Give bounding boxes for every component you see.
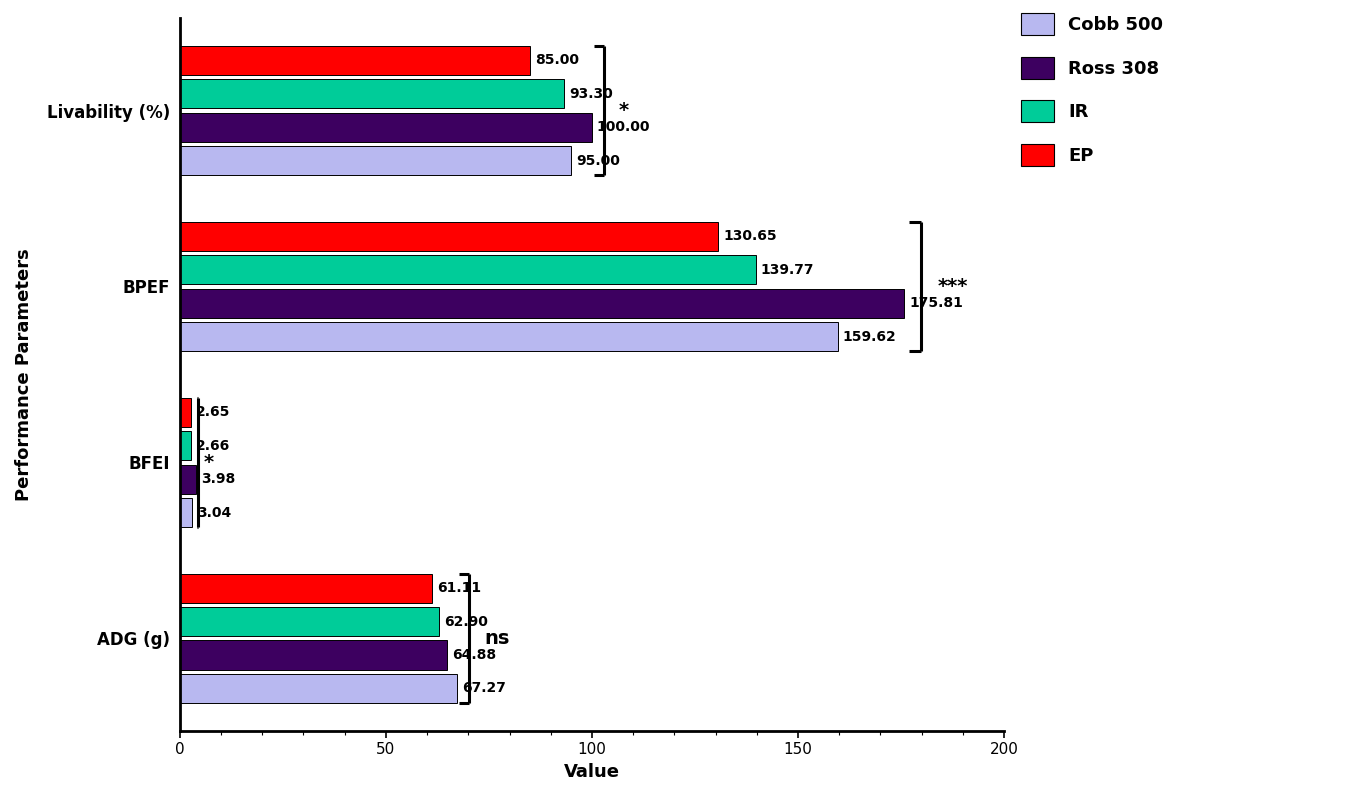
Text: 61.11: 61.11 bbox=[437, 581, 480, 595]
Text: *: * bbox=[619, 101, 628, 120]
Text: ns: ns bbox=[484, 629, 509, 648]
Bar bbox=[180, 46, 531, 75]
Legend: Cobb 500, Ross 308, IR, EP: Cobb 500, Ross 308, IR, EP bbox=[1022, 13, 1163, 166]
Text: 130.65: 130.65 bbox=[723, 229, 776, 244]
Text: 139.77: 139.77 bbox=[761, 263, 814, 277]
Text: 100.00: 100.00 bbox=[597, 120, 650, 135]
Bar bbox=[180, 574, 432, 603]
Bar bbox=[180, 498, 193, 527]
Text: 175.81: 175.81 bbox=[909, 296, 963, 310]
Bar bbox=[180, 80, 565, 108]
X-axis label: Value: Value bbox=[565, 763, 620, 781]
Text: 93.30: 93.30 bbox=[570, 87, 613, 101]
Bar bbox=[180, 674, 457, 703]
Bar bbox=[180, 146, 571, 175]
Text: 85.00: 85.00 bbox=[535, 53, 579, 68]
Bar bbox=[180, 222, 718, 251]
Bar bbox=[180, 256, 756, 284]
Bar bbox=[180, 113, 592, 142]
Text: 3.98: 3.98 bbox=[201, 472, 236, 486]
Bar bbox=[180, 465, 197, 494]
Text: 2.66: 2.66 bbox=[195, 439, 231, 453]
Bar bbox=[180, 641, 448, 669]
Text: 95.00: 95.00 bbox=[577, 154, 620, 168]
Text: 3.04: 3.04 bbox=[197, 505, 232, 520]
Y-axis label: Performance Parameters: Performance Parameters bbox=[15, 248, 33, 501]
Text: ***: *** bbox=[938, 277, 968, 296]
Text: 67.27: 67.27 bbox=[461, 681, 506, 696]
Text: 2.65: 2.65 bbox=[195, 405, 231, 419]
Text: 159.62: 159.62 bbox=[843, 330, 897, 344]
Text: 64.88: 64.88 bbox=[452, 648, 497, 662]
Text: 62.90: 62.90 bbox=[444, 615, 489, 629]
Bar bbox=[180, 289, 904, 318]
Bar bbox=[180, 431, 191, 460]
Bar bbox=[180, 398, 191, 427]
Bar bbox=[180, 607, 440, 636]
Text: *: * bbox=[204, 453, 213, 472]
Bar bbox=[180, 322, 837, 351]
